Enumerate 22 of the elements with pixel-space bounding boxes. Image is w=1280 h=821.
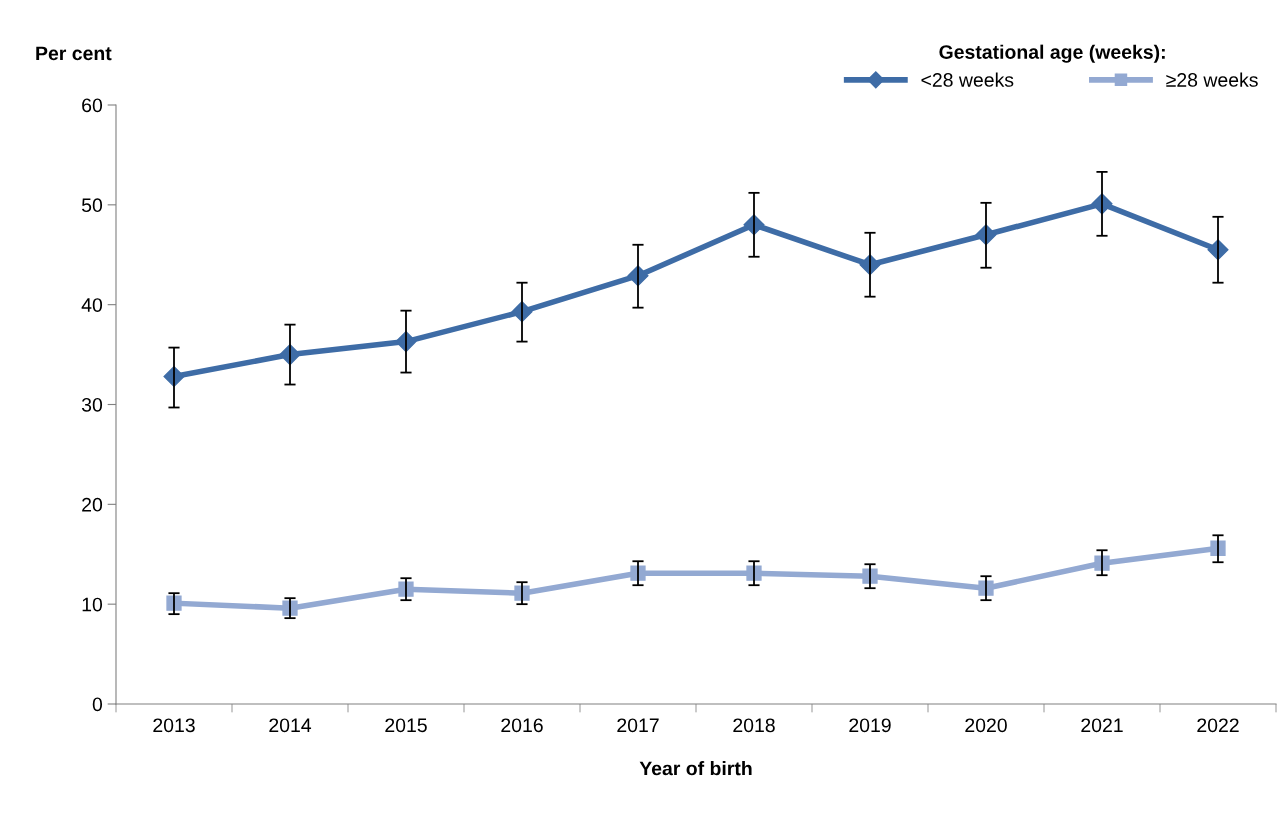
y-tick-label: 30 xyxy=(81,397,103,412)
y-tick-label: 60 xyxy=(82,98,103,113)
y-tick-label: 40 xyxy=(81,298,103,312)
x-axis-title: Year of birth xyxy=(639,761,752,776)
y-tick-label: 0 xyxy=(92,697,103,712)
x-tick-label: 2016 xyxy=(501,718,543,733)
x-tick-label: 2020 xyxy=(965,718,1007,733)
x-tick-label: 2022 xyxy=(1197,718,1239,733)
y-tick-label: 20 xyxy=(82,497,103,512)
x-tick-label: 2018 xyxy=(733,718,775,733)
y-axis-title: Per cent xyxy=(36,46,112,61)
x-tick-label: 2021 xyxy=(1081,718,1123,733)
x-tick-label: 2014 xyxy=(269,718,312,733)
legend-label: ≥28 weeks xyxy=(1166,72,1258,87)
x-tick-label: 2015 xyxy=(385,718,427,733)
legend-label: <28 weeks xyxy=(921,72,1014,87)
x-tick-label: 2017 xyxy=(617,718,659,733)
legend-title: Gestational age (weeks): xyxy=(939,44,1165,63)
y-tick-label: 50 xyxy=(81,198,103,213)
x-tick-label: 2013 xyxy=(153,718,195,733)
y-tick-label: 10 xyxy=(82,597,103,612)
x-tick-label: 2019 xyxy=(849,718,891,733)
